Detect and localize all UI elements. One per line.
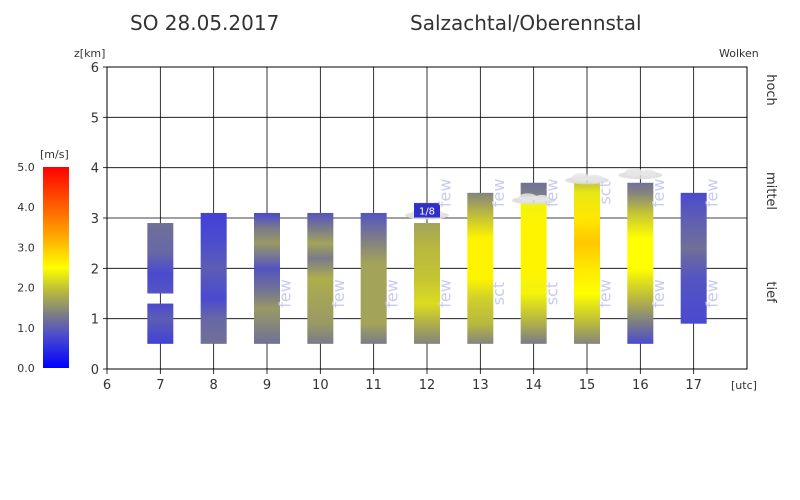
wind-segment	[200, 212, 227, 344]
cloud-level-labels: hoch mittel tief	[763, 74, 778, 303]
x-tick-label: 14	[525, 378, 542, 393]
x-tick-label: 9	[263, 378, 271, 393]
cloud-cover-labels: few few few few sct sct few few few few few few sct f…	[276, 179, 722, 308]
colorbar-title: [m/s]	[40, 148, 69, 161]
x-tick-label: 7	[156, 378, 164, 393]
x-tick-label: 13	[472, 378, 489, 393]
y-tick-label: 5	[91, 111, 99, 126]
colorbar-tick: 1.0	[17, 322, 35, 335]
colorbar: 0.0 1.0 2.0 3.0 4.0 5.0	[17, 161, 69, 375]
cloud-cover-label: sct	[489, 282, 508, 305]
colorbar-tick: 4.0	[17, 201, 35, 214]
x-tick-label: 17	[685, 378, 702, 393]
wind-segment	[520, 202, 547, 344]
colorbar-gradient	[43, 167, 69, 368]
wind-segment	[574, 182, 600, 344]
wind-segment	[307, 212, 334, 344]
y-tick-label: 1	[91, 313, 99, 328]
wind-columns	[147, 182, 707, 344]
x-tick-label: 12	[419, 378, 436, 393]
y-axis-ticks: 0 1 2 3 4 5 6	[91, 61, 107, 378]
marker-label: 1/8	[419, 206, 435, 217]
y-axis-label: z[km]	[74, 47, 105, 60]
x-tick-label: 8	[210, 378, 218, 393]
wind-column-16	[627, 182, 654, 344]
cloud-cover-label: few	[489, 179, 508, 208]
cloud-cover-label: few	[702, 179, 721, 208]
x-tick-label: 15	[579, 378, 596, 393]
cloud-cover-label: few	[329, 279, 348, 308]
y-tick-label: 3	[91, 212, 99, 227]
cloud-level-high: hoch	[763, 74, 778, 106]
cloud-cover-label: few	[276, 279, 295, 308]
wind-segment	[147, 303, 174, 344]
marker-box	[414, 203, 440, 218]
wind-column-15	[574, 182, 600, 344]
cloud-cover-label: sct	[596, 181, 615, 204]
wind-column-10	[307, 212, 334, 344]
x-axis-unit: [utc]	[731, 379, 757, 392]
y-tick-label: 4	[91, 162, 99, 177]
wind-segment	[254, 212, 280, 344]
cloud-cover-label: few	[542, 179, 561, 208]
colorbar-tick: 0.0	[17, 362, 35, 375]
y-tick-label: 2	[91, 262, 99, 277]
wind-segment	[680, 192, 707, 324]
cloud-blob	[565, 173, 609, 185]
cloud-cover-label: few	[436, 179, 455, 208]
chart-location-title: Salzachtal/Oberennstal	[410, 11, 642, 35]
wind-segment	[360, 212, 387, 344]
colorbar-tick: 3.0	[17, 241, 35, 254]
y-tick-label: 0	[91, 363, 99, 378]
cloud-blob	[618, 168, 663, 180]
x-tick-label: 11	[365, 378, 382, 393]
cloud-cover-label: few	[382, 279, 401, 308]
x-tick-label: 6	[103, 378, 111, 393]
cloud-cover-label: few	[649, 279, 668, 308]
wind-column-17	[680, 192, 707, 324]
x-tick-label: 10	[312, 378, 329, 393]
cloud-blob	[511, 193, 556, 205]
cloud-level-mid: mittel	[763, 172, 778, 210]
chart-date-title: SO 28.05.2017	[130, 11, 279, 35]
wind-segment	[627, 182, 654, 344]
cloud-cover-label: few	[649, 179, 668, 208]
clouds-column-title: Wolken	[719, 47, 759, 60]
cloud-cover-label: few	[436, 279, 455, 308]
colorbar-tick: 5.0	[17, 161, 35, 174]
x-axis-ticks: 6 7 8 9 10 11 12 13 14 15 16 17	[103, 369, 702, 393]
wind-segment	[147, 223, 174, 294]
wind-segment	[414, 223, 440, 344]
wind-column-11	[360, 212, 387, 344]
cloud-cover-label: few	[702, 279, 721, 308]
wind-column-13	[467, 192, 494, 344]
y-tick-label: 6	[91, 61, 99, 76]
colorbar-tick: 2.0	[17, 282, 35, 295]
x-tick-label: 16	[632, 378, 649, 393]
wind-column-7	[147, 223, 174, 344]
cloud-cover-label: sct	[542, 282, 561, 305]
wind-column-9	[254, 212, 280, 344]
wind-column-12	[414, 202, 440, 344]
cloud-level-low: tief	[763, 281, 778, 303]
cloud-cover-label: few	[596, 279, 615, 308]
cloud-blobs: 1/8	[405, 168, 663, 220]
wind-column-8	[200, 212, 227, 344]
wind-segment	[467, 192, 494, 344]
